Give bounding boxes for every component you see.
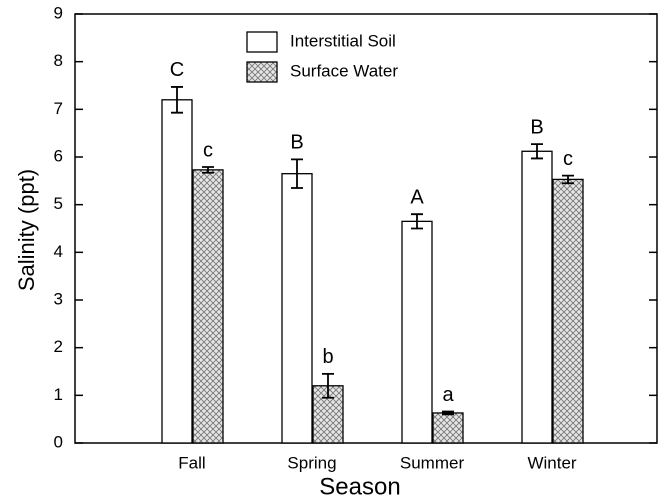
y-tick-label: 6: [54, 146, 63, 165]
x-axis-label: Season: [319, 473, 400, 500]
error-bar: [442, 410, 454, 416]
significance-letter: c: [203, 139, 213, 161]
significance-letter: a: [442, 384, 454, 406]
y-tick-label: 9: [54, 3, 63, 22]
x-tick-label: Summer: [400, 453, 465, 472]
y-tick-label: 8: [54, 51, 63, 70]
x-tick-label: Fall: [178, 453, 205, 472]
plot-frame: [74, 13, 658, 444]
error-bar: [291, 158, 303, 189]
legend-swatch: [246, 31, 278, 53]
bar: [281, 173, 313, 444]
bar: [192, 169, 224, 444]
x-tick-label: Winter: [527, 453, 576, 472]
bar: [161, 99, 193, 444]
significance-letter: A: [410, 186, 424, 208]
bar: [432, 412, 464, 444]
bar: [552, 178, 584, 444]
error-bar: [171, 86, 183, 114]
y-tick-label: 5: [54, 194, 63, 213]
error-bar: [202, 166, 214, 174]
y-tick-label: 1: [54, 385, 63, 404]
error-bar: [531, 143, 543, 160]
y-tick-label: 0: [54, 432, 63, 451]
legend-label: Interstitial Soil: [290, 31, 396, 50]
error-bar: [562, 174, 574, 185]
significance-letter: c: [563, 148, 573, 170]
legend-swatch: [246, 61, 278, 83]
y-tick-label: 3: [54, 289, 63, 308]
y-tick-label: 2: [54, 337, 63, 356]
bar: [401, 220, 433, 444]
significance-letter: b: [322, 346, 333, 368]
significance-letter: B: [530, 116, 543, 138]
y-tick-label: 4: [54, 242, 63, 261]
significance-letter: C: [170, 59, 184, 81]
error-bar: [322, 372, 334, 399]
significance-letter: B: [290, 132, 303, 154]
bar: [521, 150, 553, 444]
y-axis-label: Salinity (ppt): [14, 169, 39, 291]
error-bar: [411, 213, 423, 230]
legend-label: Surface Water: [290, 61, 398, 80]
y-tick-label: 7: [54, 99, 63, 118]
x-tick-label: Spring: [287, 453, 336, 472]
